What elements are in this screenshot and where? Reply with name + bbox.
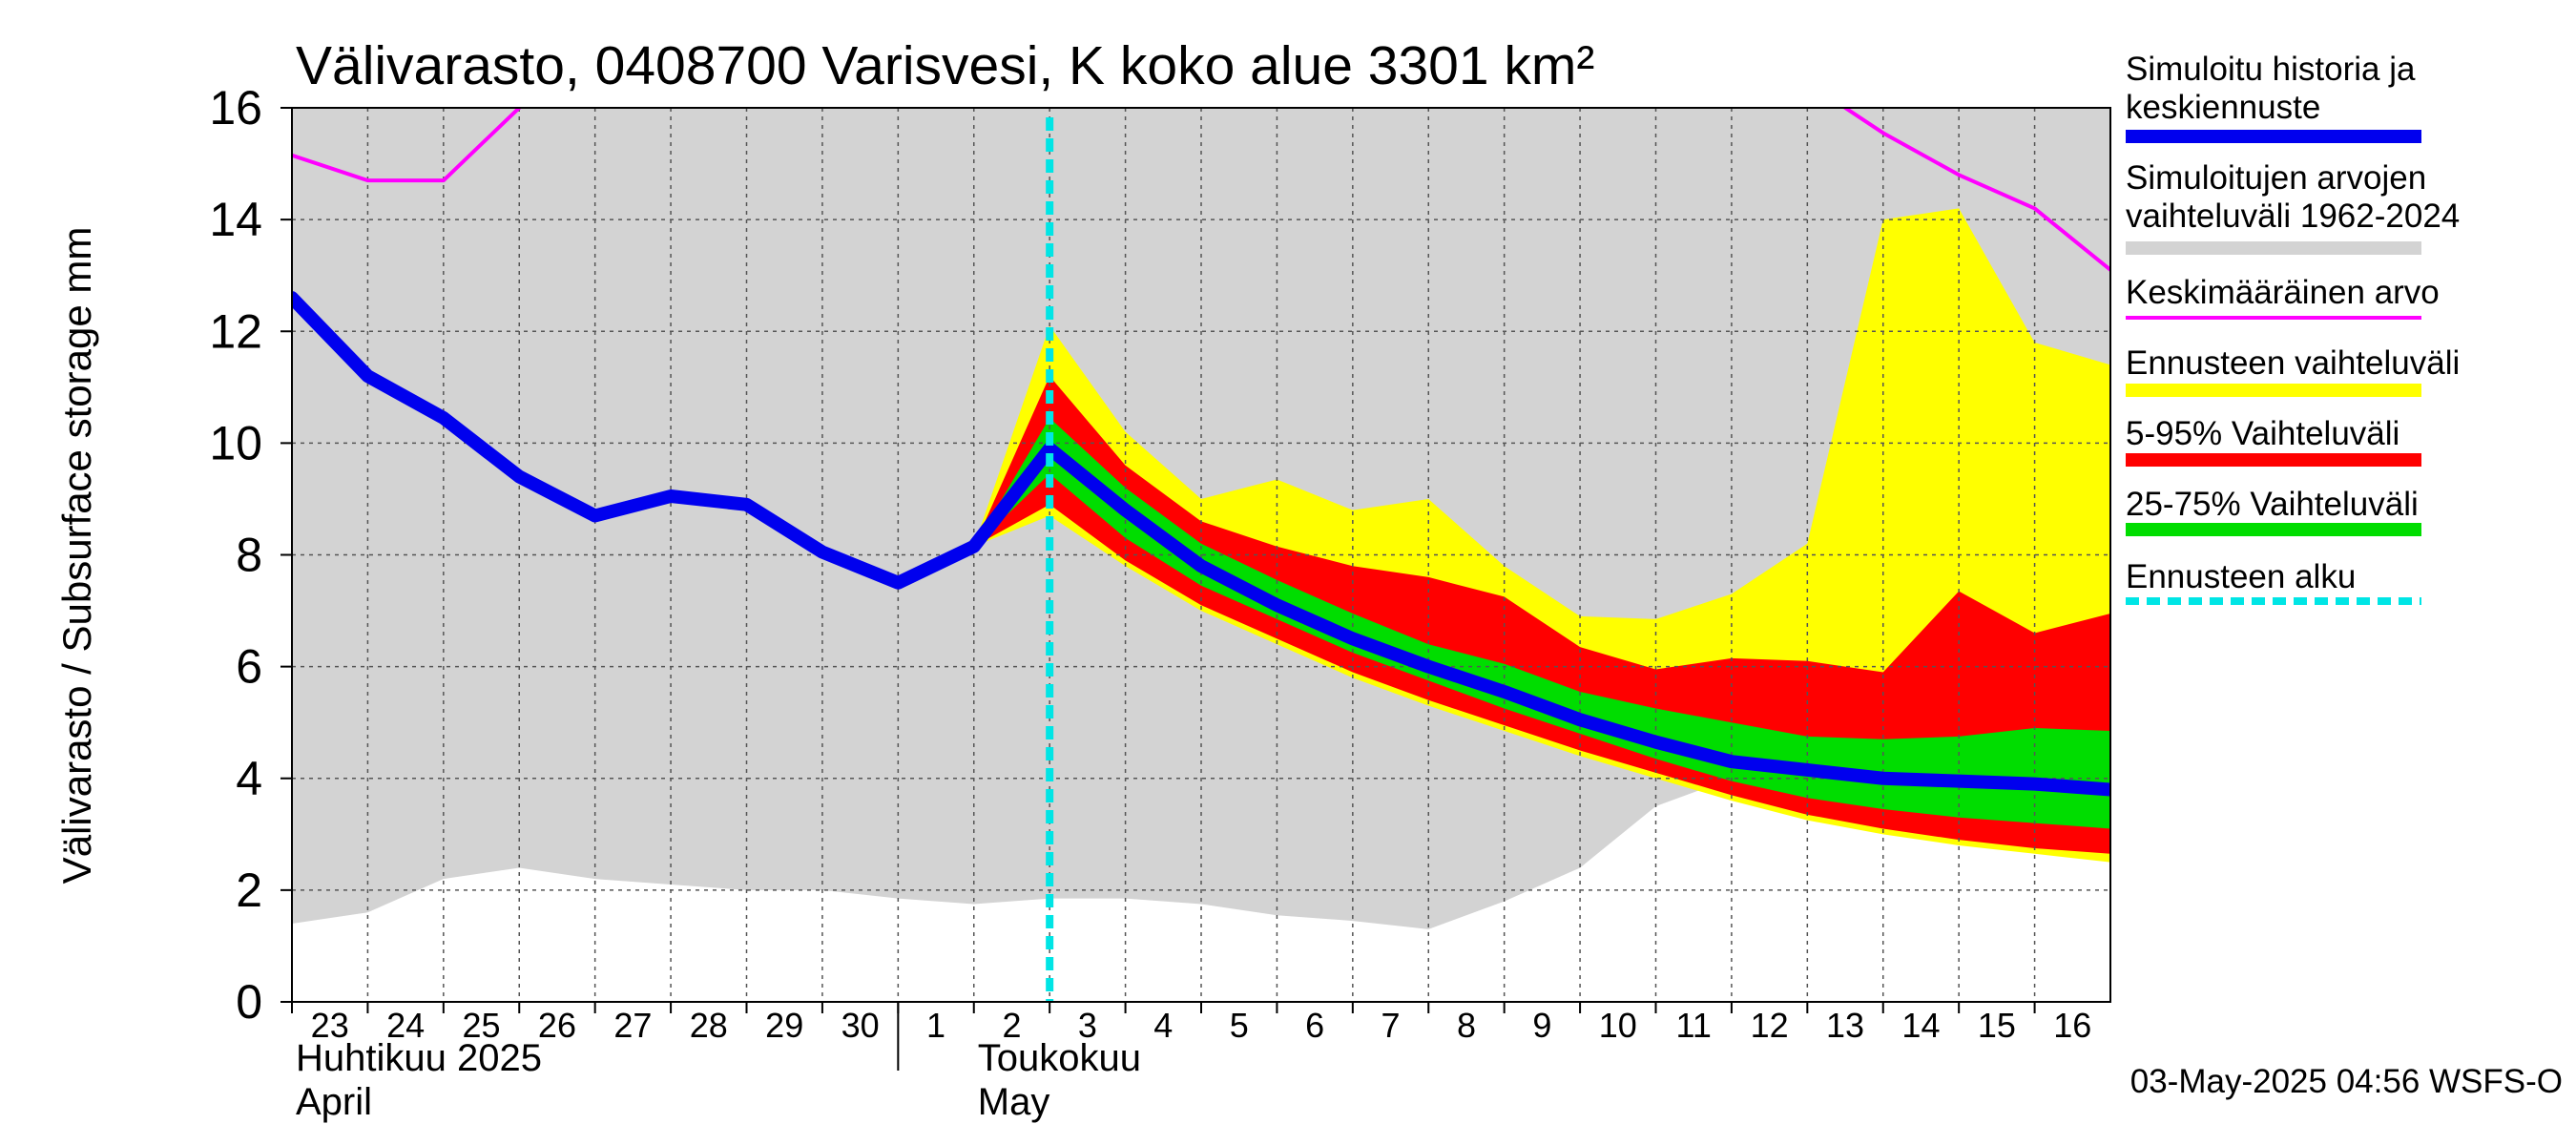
legend-label-keskim-r-inen-arvo: Keskimääräinen arvo [2126, 274, 2440, 311]
x-tick-label: 3 [1078, 1006, 1097, 1045]
plot-area [292, 108, 2110, 1002]
y-tick-label: 14 [209, 193, 262, 246]
legend-label-simuloitu-historia-ja-keskiennuste: keskiennuste [2126, 89, 2320, 126]
y-tick-label: 4 [236, 752, 262, 805]
chart-title: Välivarasto, 0408700 Varisvesi, K koko a… [296, 35, 1594, 96]
legend-label-ennusteen-vaihteluv-li: Ennusteen vaihteluväli [2126, 344, 2460, 382]
x-tick-label: 23 [311, 1006, 349, 1045]
band-5-95-vaihteluv-li [973, 376, 2110, 854]
y-tick-label: 2 [236, 864, 262, 917]
x-tick-label: 27 [613, 1006, 652, 1045]
month-label-fi: Toukokuu [978, 1037, 1141, 1079]
legend-label-ennusteen-alku: Ennusteen alku [2126, 558, 2356, 595]
x-tick-label: 5 [1230, 1006, 1249, 1045]
x-tick-label: 25 [463, 1006, 501, 1045]
x-tick-label: 15 [1978, 1006, 2016, 1045]
x-tick-label: 2 [1002, 1006, 1021, 1045]
month-label-fi: Huhtikuu 2025 [296, 1037, 542, 1079]
y-tick-label: 6 [236, 640, 262, 694]
plot-clipped-group [292, 108, 2110, 1002]
x-tick-label: 6 [1305, 1006, 1324, 1045]
x-tick-label: 10 [1599, 1006, 1637, 1045]
x-tick-label: 13 [1826, 1006, 1864, 1045]
line-keskim-r-inen-arvo [1843, 108, 2110, 273]
x-tick-label: 7 [1381, 1006, 1401, 1045]
x-tick-label: 4 [1153, 1006, 1173, 1045]
y-tick-label: 10 [209, 416, 262, 469]
x-tick-label: 29 [765, 1006, 803, 1045]
x-tick-label: 16 [2053, 1006, 2091, 1045]
y-tick-label: 16 [209, 81, 262, 135]
x-tick-label: 8 [1457, 1006, 1476, 1045]
legend-label-simuloitu-historia-ja-keskiennuste: Simuloitu historia ja [2126, 51, 2416, 88]
legend-label-5-95-vaihteluv-li: 5-95% Vaihteluväli [2126, 415, 2399, 452]
month-label-en: May [978, 1081, 1050, 1123]
x-tick-label: 24 [386, 1006, 425, 1045]
y-tick-label: 0 [236, 975, 262, 1029]
line-keskim-r-inen-arvo [292, 108, 522, 183]
x-tick-label: 1 [926, 1006, 945, 1045]
x-tick-label: 30 [841, 1006, 880, 1045]
y-tick-label: 8 [236, 529, 262, 582]
x-tick-label: 12 [1751, 1006, 1789, 1045]
legend-label-simuloitujen-arvojen-vaihteluv-li-1962-2024: Simuloitujen arvojen [2126, 159, 2426, 197]
x-tick-label: 26 [538, 1006, 576, 1045]
y-axis-label: Välivarasto / Subsurface storage mm [54, 227, 99, 885]
x-tick-label: 28 [690, 1006, 728, 1045]
x-tick-label: 14 [1901, 1006, 1940, 1045]
line-simuloitu-historia-ja-keskiennuste [292, 291, 2110, 797]
month-label-en: April [296, 1081, 372, 1123]
timestamp: 03-May-2025 04:56 WSFS-O [2130, 1063, 2563, 1100]
legend-label-25-75-vaihteluv-li: 25-75% Vaihteluväli [2126, 486, 2419, 523]
x-tick-label: 11 [1676, 1006, 1712, 1045]
legend-label-simuloitujen-arvojen-vaihteluv-li-1962-2024: vaihteluväli 1962-2024 [2126, 198, 2460, 235]
y-tick-label: 12 [209, 304, 262, 358]
x-tick-label: 9 [1532, 1006, 1551, 1045]
